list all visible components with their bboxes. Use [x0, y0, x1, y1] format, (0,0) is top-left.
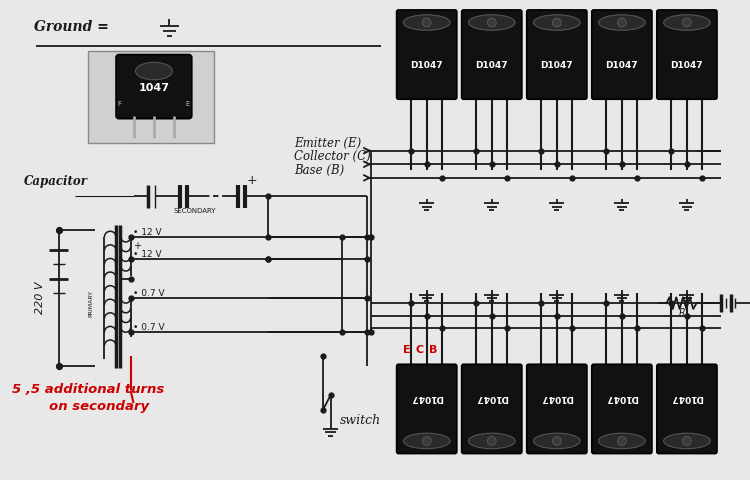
FancyBboxPatch shape [526, 10, 587, 99]
FancyBboxPatch shape [592, 364, 652, 454]
Text: switch: switch [340, 414, 382, 428]
Text: D1047: D1047 [476, 393, 508, 402]
Ellipse shape [488, 437, 496, 445]
FancyBboxPatch shape [657, 364, 717, 454]
Ellipse shape [404, 433, 450, 449]
Text: D1047: D1047 [605, 393, 638, 402]
Ellipse shape [664, 433, 710, 449]
Text: B: B [429, 345, 438, 355]
Text: D1047: D1047 [670, 61, 704, 70]
Ellipse shape [136, 62, 172, 80]
Text: Base (B): Base (B) [294, 164, 344, 177]
Ellipse shape [488, 18, 496, 27]
Text: • 12 V: • 12 V [133, 228, 161, 237]
Ellipse shape [533, 433, 580, 449]
Text: 5 ,5 additional turns
     on secondary: 5 ,5 additional turns on secondary [12, 383, 164, 413]
Bar [88, 51, 214, 143]
Text: 1047: 1047 [139, 84, 170, 94]
Text: F: F [117, 101, 121, 107]
FancyBboxPatch shape [116, 55, 192, 119]
FancyBboxPatch shape [397, 10, 457, 99]
Text: D1047: D1047 [410, 393, 443, 402]
FancyBboxPatch shape [592, 10, 652, 99]
Ellipse shape [553, 437, 561, 445]
Ellipse shape [469, 433, 515, 449]
Text: • 0.7 V: • 0.7 V [133, 324, 164, 332]
Ellipse shape [553, 18, 561, 27]
Ellipse shape [664, 15, 710, 30]
Text: • 0.7 V: • 0.7 V [133, 289, 164, 298]
Ellipse shape [598, 433, 645, 449]
Text: D1047: D1047 [670, 393, 704, 402]
Text: E: E [185, 101, 189, 107]
Text: Ground =: Ground = [34, 20, 114, 34]
Text: Emitter (E): Emitter (E) [294, 137, 361, 150]
Text: D1047: D1047 [605, 61, 638, 70]
Ellipse shape [682, 437, 692, 445]
Text: SECONDARY: SECONDARY [173, 208, 216, 214]
FancyBboxPatch shape [462, 10, 522, 99]
Ellipse shape [617, 18, 626, 27]
Ellipse shape [422, 437, 431, 445]
Text: • 12 V: • 12 V [133, 251, 161, 260]
Text: 220 V: 220 V [35, 282, 46, 314]
Text: +: + [247, 174, 258, 187]
Text: Capacitor: Capacitor [24, 175, 88, 188]
FancyBboxPatch shape [657, 10, 717, 99]
FancyBboxPatch shape [526, 364, 587, 454]
Text: C: C [416, 345, 424, 355]
Text: D1047: D1047 [541, 393, 573, 402]
Text: D1047: D1047 [410, 61, 443, 70]
Ellipse shape [469, 15, 515, 30]
Ellipse shape [598, 15, 645, 30]
Text: Collector (C): Collector (C) [294, 150, 370, 163]
FancyBboxPatch shape [462, 364, 522, 454]
Ellipse shape [404, 15, 450, 30]
Text: +: + [133, 241, 140, 251]
Text: E: E [403, 345, 410, 355]
Text: R: R [679, 308, 686, 318]
Text: D1047: D1047 [541, 61, 573, 70]
Ellipse shape [617, 437, 626, 445]
Text: PRIMARY: PRIMARY [88, 289, 93, 317]
FancyBboxPatch shape [397, 364, 457, 454]
Ellipse shape [682, 18, 692, 27]
Ellipse shape [533, 15, 580, 30]
Text: D1047: D1047 [476, 61, 508, 70]
Ellipse shape [422, 18, 431, 27]
